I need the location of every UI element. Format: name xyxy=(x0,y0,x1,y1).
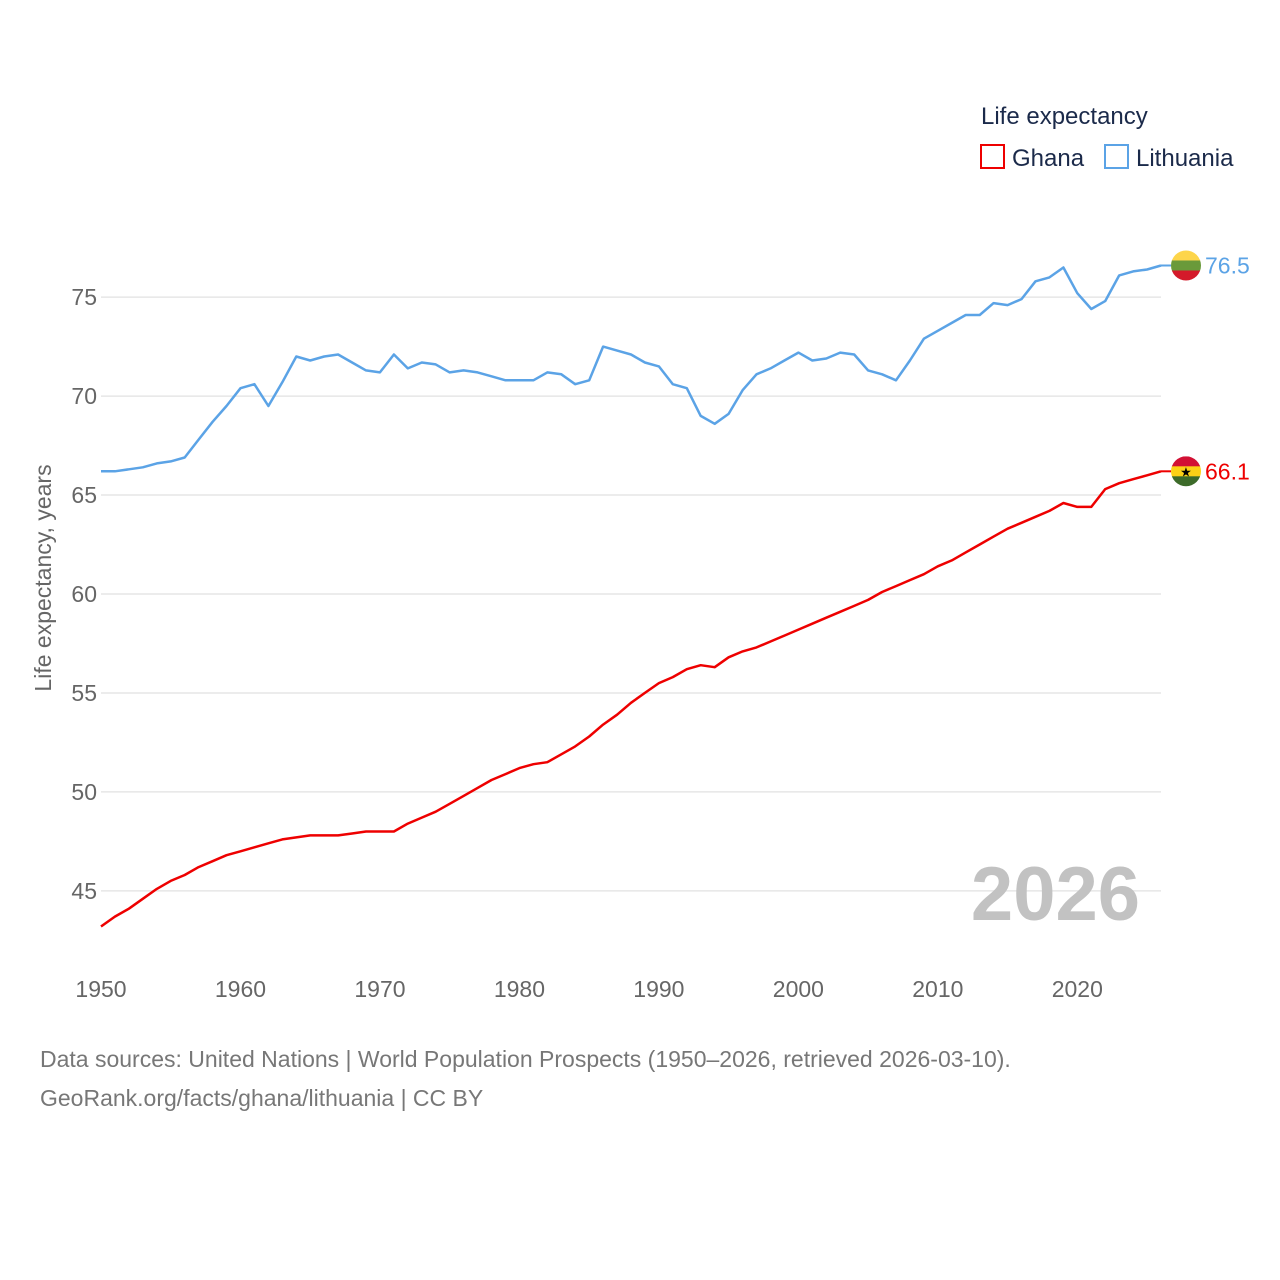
legend-swatch-lithuania xyxy=(1104,144,1129,169)
y-tick-70: 70 xyxy=(71,383,97,409)
legend: Life expectancy Ghana Lithuania xyxy=(980,103,1234,172)
end-markers: ★ 66.1 76.5 xyxy=(1161,250,1250,487)
ghana-flag-icon: ★ xyxy=(1171,456,1201,487)
y-tick-50: 50 xyxy=(71,779,97,805)
source-line: Data sources: United Nations | World Pop… xyxy=(40,1046,1011,1072)
x-tick-2010: 2010 xyxy=(912,976,963,1002)
x-tick-1980: 1980 xyxy=(494,976,545,1002)
svg-text:★: ★ xyxy=(1180,464,1192,479)
legend-item-ghana[interactable]: Ghana xyxy=(980,144,1085,172)
license-line: GeoRank.org/facts/ghana/lithuania | CC B… xyxy=(40,1085,484,1111)
end-label-lithuania: 76.5 xyxy=(1205,252,1250,278)
lithuania-flag-icon xyxy=(1171,250,1201,281)
year-watermark: 2026 xyxy=(971,852,1140,937)
x-tick-1950: 1950 xyxy=(75,976,126,1002)
x-tick-2000: 2000 xyxy=(773,976,824,1002)
series-line-lithuania[interactable] xyxy=(101,264,1162,473)
y-tick-60: 60 xyxy=(71,581,97,607)
legend-title: Life expectancy xyxy=(981,103,1148,130)
y-tick-75: 75 xyxy=(71,284,97,310)
source-note: Data sources: United Nations | World Pop… xyxy=(40,1040,1240,1118)
legend-item-lithuania[interactable]: Lithuania xyxy=(1104,144,1234,172)
x-tick-2020: 2020 xyxy=(1052,976,1103,1002)
legend-swatch-ghana xyxy=(980,144,1005,169)
x-tick-1970: 1970 xyxy=(354,976,405,1002)
y-axis-ticks: 45 50 55 60 65 70 75 xyxy=(71,284,97,904)
series-line-ghana[interactable] xyxy=(100,470,1162,928)
x-tick-1990: 1990 xyxy=(633,976,684,1002)
legend-label-ghana: Ghana xyxy=(1012,145,1085,172)
series-lines xyxy=(100,264,1162,928)
life-expectancy-chart: 45 50 55 60 65 70 75 1950 1960 1970 1980 1990 2000 2… xyxy=(30,103,1250,1002)
end-label-ghana: 66.1 xyxy=(1205,458,1250,484)
y-tick-65: 65 xyxy=(71,482,97,508)
y-axis-title: Life expectancy, years xyxy=(30,464,56,691)
x-tick-1960: 1960 xyxy=(215,976,266,1002)
x-axis-ticks: 1950 1960 1970 1980 1990 2000 2010 2020 xyxy=(75,976,1102,1002)
grid-lines xyxy=(101,296,1161,892)
legend-label-lithuania: Lithuania xyxy=(1136,145,1234,172)
y-tick-55: 55 xyxy=(71,680,97,706)
y-tick-45: 45 xyxy=(71,878,97,904)
